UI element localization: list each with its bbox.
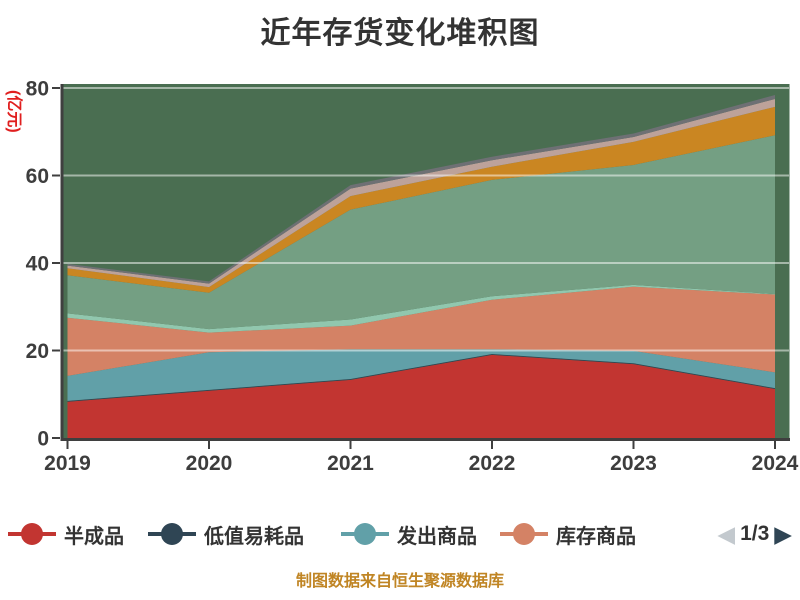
legend-item-4[interactable]: 库存商品 (500, 520, 636, 549)
legend-item-2[interactable]: 低值易耗品 (148, 520, 304, 549)
area-series-4 (67, 286, 775, 376)
legend-marker-icon (8, 523, 56, 545)
area-series-9 (67, 95, 775, 284)
area-series-3 (67, 349, 775, 401)
legend-prev-page-icon[interactable]: ◀ (717, 520, 736, 547)
legend-label: 库存商品 (556, 525, 636, 548)
legend: 半成品 低值易耗品 发出商品 库存商品 ◀ 1/3 ▶ (0, 517, 800, 551)
legend-label: 半成品 (64, 525, 124, 548)
legend-item-3[interactable]: 发出商品 (341, 520, 477, 549)
area-series-6 (67, 135, 775, 330)
x-tick-label: 2019 (44, 452, 91, 475)
area-series-8 (67, 98, 775, 288)
y-tick-label: 20 (26, 340, 49, 363)
area-series-5 (67, 284, 775, 333)
y-tick-label: 80 (26, 78, 49, 101)
page-title: 近年存货变化堆积图 (260, 17, 540, 50)
y-tick-label: 0 (37, 428, 49, 451)
y-tick-label: 60 (26, 165, 49, 188)
area-series-1 (67, 354, 775, 438)
legend-next-page-icon[interactable]: ▶ (774, 520, 792, 547)
y-tick-label: 40 (26, 253, 49, 276)
x-tick-label: 2020 (186, 452, 233, 475)
legend-label: 低值易耗品 (204, 525, 304, 548)
y-axis-unit-label: (亿元) (5, 90, 24, 133)
legend-pager: ◀ 1/3 ▶ (717, 522, 792, 546)
legend-label: 发出商品 (397, 525, 477, 548)
legend-page-indicator: 1/3 (740, 522, 770, 545)
legend-marker-icon (500, 523, 548, 545)
legend-item-1[interactable]: 半成品 (8, 520, 124, 549)
area-series-7 (67, 106, 775, 293)
x-tick-label: 2023 (610, 452, 657, 475)
x-tick-label: 2024 (752, 452, 799, 475)
legend-marker-icon (148, 523, 196, 545)
x-tick-label: 2021 (327, 452, 374, 475)
data-source-footer: 制图数据来自恒生聚源数据库 (295, 573, 504, 590)
legend-marker-icon (341, 523, 389, 545)
x-tick-label: 2022 (469, 452, 516, 475)
